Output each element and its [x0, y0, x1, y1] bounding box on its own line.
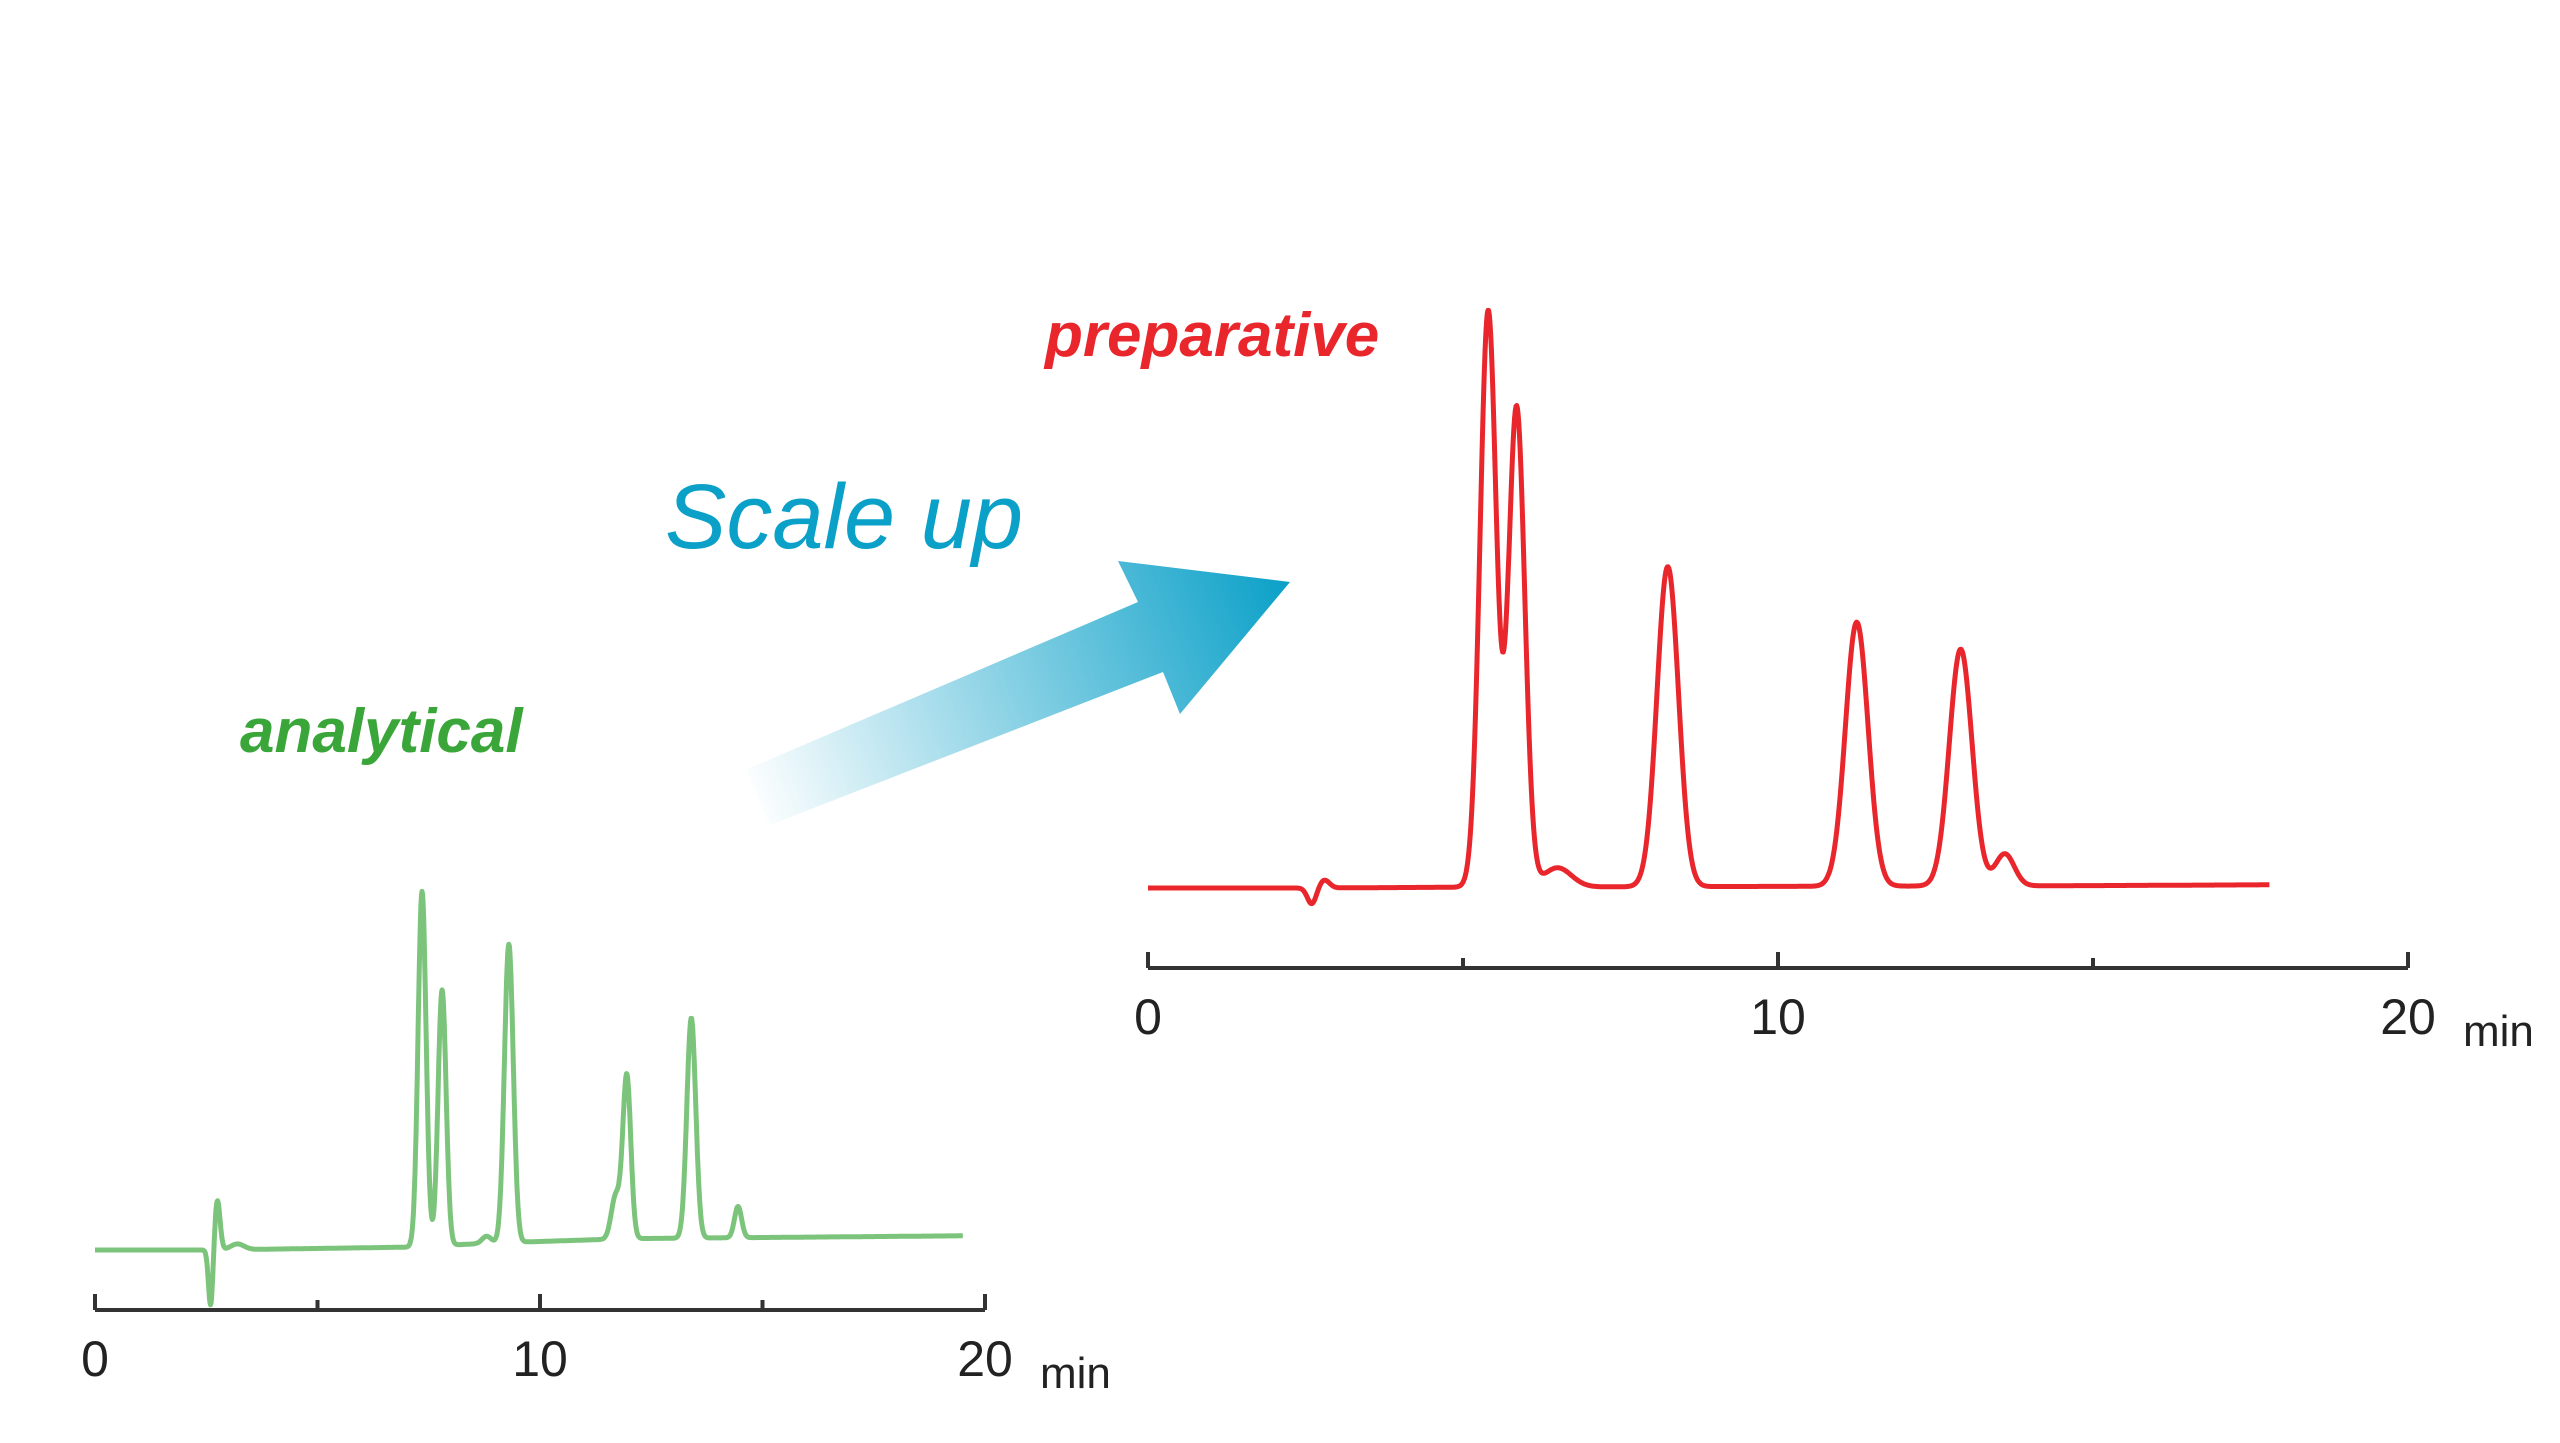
analytical-tick-label: 10 — [512, 1331, 568, 1387]
preparative-tick-label: 0 — [1134, 989, 1162, 1045]
preparative-tick-label: 10 — [1750, 989, 1806, 1045]
preparative-trace — [1146, 307, 2272, 907]
analytical-tick-label: 20 — [957, 1331, 1013, 1387]
analytical-unit-label: min — [1040, 1349, 1111, 1398]
analytical-trace — [93, 888, 965, 1308]
analytical-x-axis: 0 10 20 min — [81, 1294, 1111, 1398]
analytical-tick-label: 0 — [81, 1331, 109, 1387]
preparative-tick-label: 20 — [2380, 989, 2436, 1045]
analytical-label: analytical — [240, 697, 524, 766]
scale-up-label: Scale up — [665, 466, 1023, 568]
preparative-label: preparative — [1043, 301, 1379, 370]
scale-up-arrow — [745, 561, 1290, 825]
preparative-unit-label: min — [2463, 1007, 2534, 1056]
preparative-x-axis: 0 10 20 min — [1134, 952, 2534, 1056]
